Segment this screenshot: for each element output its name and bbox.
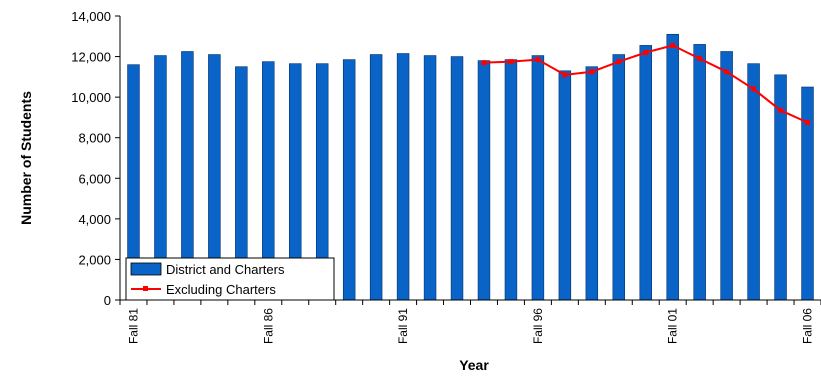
- x-tick-label: Fall 96: [531, 308, 545, 344]
- y-tick-label: 10,000: [71, 90, 111, 105]
- x-tick-label: Fall 06: [801, 308, 815, 344]
- bar-fall-06: [801, 86, 814, 301]
- line-point-fall-01: [670, 42, 676, 48]
- legend-bar-swatch: [130, 262, 162, 276]
- bar-fall-91: [396, 53, 410, 301]
- line-point-fall-05: [778, 107, 784, 113]
- bar-fall-98: [585, 66, 599, 301]
- bar-fall-95: [504, 59, 518, 301]
- x-tick-label: Fall 01: [666, 308, 680, 344]
- bar-fall-92: [423, 55, 437, 301]
- x-axis-title: Year: [459, 357, 489, 373]
- bar-fall-94: [477, 60, 491, 301]
- legend-line-marker: [143, 286, 148, 291]
- bar-fall-04: [747, 63, 760, 301]
- line-point-fall-98: [589, 69, 595, 75]
- x-tick-label: Fall 81: [126, 308, 140, 344]
- line-point-fall-02: [697, 56, 703, 62]
- x-tick-labels: Fall 81 Fall 86 Fall 91 Fall 96 Fall 01 Fall …: [126, 308, 814, 344]
- y-tick-label: 8,000: [78, 131, 111, 146]
- x-tick-label: Fall 86: [261, 308, 275, 344]
- y-tick-label: 4,000: [78, 212, 111, 227]
- bar-fall-90: [369, 54, 383, 301]
- line-point-fall-99: [616, 59, 622, 65]
- line-point-fall-97: [562, 72, 568, 78]
- bar-fall-97: [558, 70, 572, 301]
- line-point-fall-00: [643, 50, 649, 56]
- bar-fall-00: [639, 45, 652, 301]
- line-point-fall-94: [481, 60, 487, 66]
- bar-fall-03: [720, 51, 733, 301]
- legend-label-district-and-charters: District and Charters: [166, 262, 285, 277]
- legend-label-excluding-charters: Excluding Charters: [166, 282, 276, 297]
- bar-fall-93: [450, 56, 464, 301]
- bar-fall-02: [693, 44, 706, 301]
- bar-fall-96: [531, 55, 545, 301]
- line-point-fall-95: [508, 59, 514, 65]
- y-tick-label: 12,000: [71, 50, 111, 65]
- line-series-group: [481, 42, 811, 125]
- bar-fall-89: [342, 59, 356, 301]
- x-tick-label: Fall 91: [396, 308, 410, 344]
- y-tick-label: 14,000: [71, 9, 111, 24]
- line-point-fall-04: [751, 86, 757, 92]
- y-tick-label: 0: [104, 293, 111, 308]
- bar-fall-99: [612, 54, 626, 301]
- bar-fall-01: [666, 33, 679, 301]
- y-tick-label: 6,000: [78, 171, 111, 186]
- line-point-fall-06: [805, 120, 811, 125]
- y-tick-labels: 0 2,000 4,000 6,000 8,000 10,000 12,000 14,000: [71, 9, 111, 308]
- line-point-fall-03: [724, 69, 730, 75]
- line-point-fall-96: [535, 57, 541, 63]
- y-axis-title: Number of Students: [18, 91, 34, 225]
- legend: District and Charters Excluding Charters: [125, 257, 335, 301]
- y-tick-label: 2,000: [78, 252, 111, 267]
